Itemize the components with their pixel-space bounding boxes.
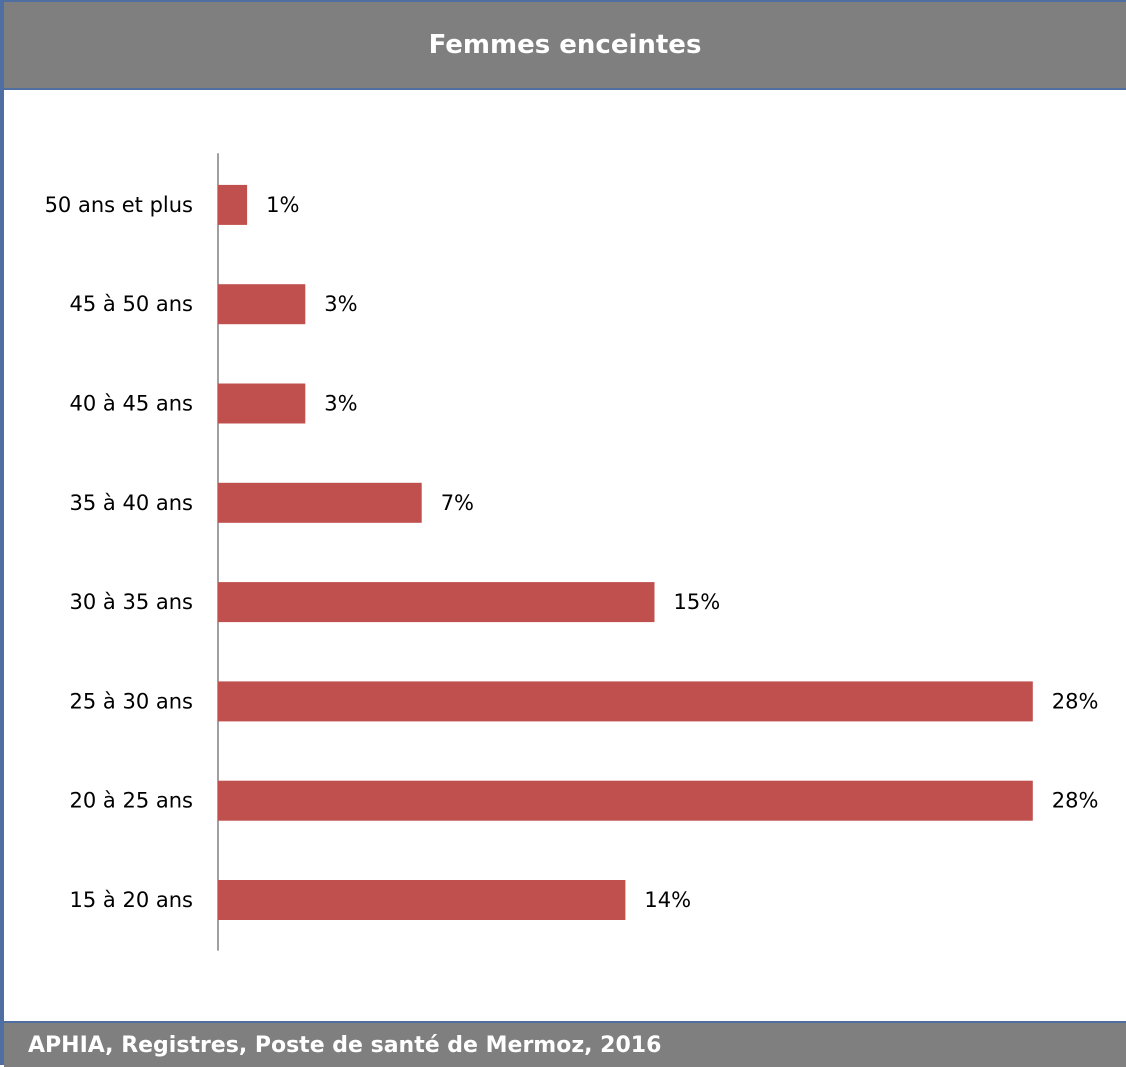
category-label: 20 à 25 ans	[70, 789, 193, 813]
category-label: 25 à 30 ans	[70, 689, 193, 713]
bar	[218, 780, 1033, 821]
data-label: 3%	[324, 392, 357, 416]
category-label: 30 à 35 ans	[70, 590, 193, 614]
category-label: 40 à 45 ans	[70, 392, 193, 416]
category-label: 45 à 50 ans	[70, 292, 193, 316]
bar	[218, 284, 306, 325]
data-label: 7%	[441, 491, 474, 515]
bar	[218, 681, 1033, 722]
category-label: 15 à 20 ans	[70, 888, 193, 912]
data-label: 1%	[266, 193, 299, 217]
data-label: 14%	[644, 888, 691, 912]
chart-source: APHIA, Registres, Poste de santé de Merm…	[4, 1021, 1126, 1067]
bar	[218, 184, 248, 225]
category-label: 35 à 40 ans	[70, 491, 193, 515]
chart-title: Femmes enceintes	[4, 2, 1126, 90]
bar	[218, 880, 626, 920]
bar	[218, 383, 306, 424]
data-label: 15%	[674, 590, 721, 614]
category-label: 50 ans et plus	[45, 193, 193, 217]
data-label: 28%	[1052, 689, 1099, 713]
bar-chart: 15 à 20 ans 14% 20 à 25 ans 28% 25 à 30 ans 2…	[45, 153, 1099, 951]
data-label: 28%	[1052, 789, 1099, 813]
data-label: 3%	[324, 292, 357, 316]
bar	[218, 482, 422, 523]
bar	[218, 582, 655, 623]
